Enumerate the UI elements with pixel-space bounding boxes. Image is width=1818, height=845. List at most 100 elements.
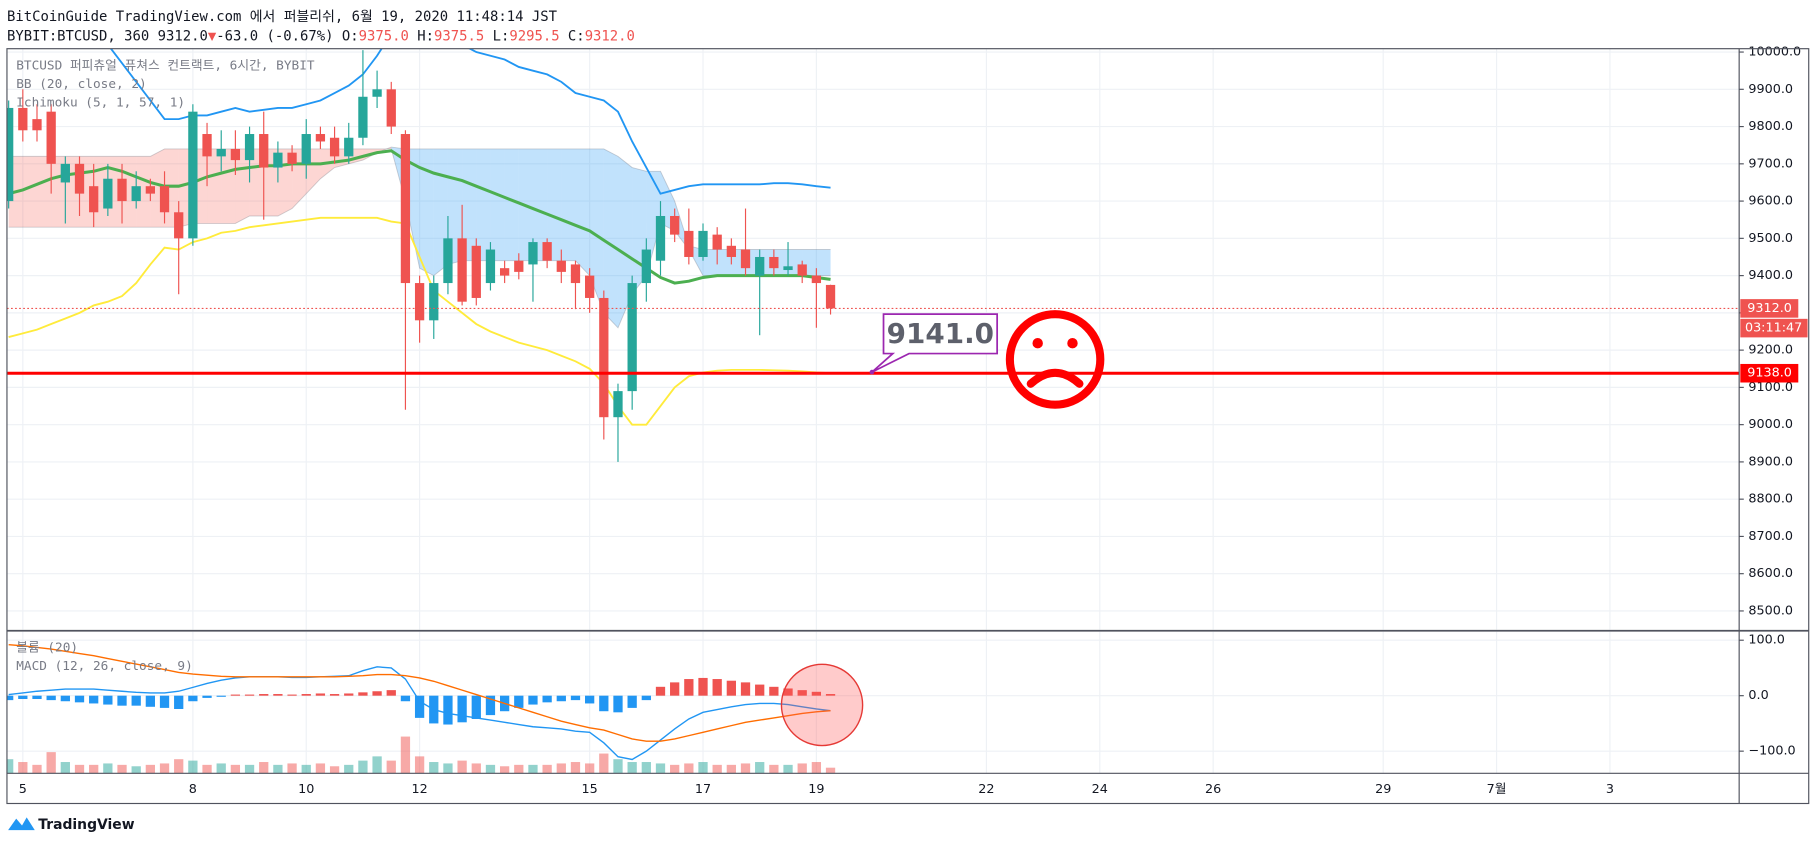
cloud-segment <box>462 148 477 261</box>
histogram-bar <box>485 695 496 716</box>
volume-bar <box>287 763 297 774</box>
histogram-bar <box>755 684 765 696</box>
histogram-bar <box>613 695 623 713</box>
volume-bar <box>613 759 623 774</box>
histogram-bar <box>117 695 127 706</box>
sad-face <box>1005 310 1105 409</box>
x-tick-label: 17 <box>695 782 711 797</box>
quote-part: L: <box>484 29 509 45</box>
countdown-box <box>1740 318 1808 338</box>
candle-body <box>825 284 836 309</box>
candle-body <box>259 134 269 168</box>
candle-body <box>131 186 141 202</box>
y-tick-label: 8700.0 <box>1748 529 1793 544</box>
volume-bar <box>599 753 609 774</box>
band-line <box>8 216 831 426</box>
volume-bar <box>712 764 722 774</box>
candle-body <box>329 137 340 157</box>
histogram-bar <box>60 695 70 702</box>
candle-body <box>698 230 708 257</box>
histogram-bar <box>740 682 751 696</box>
candle-body <box>400 134 411 284</box>
candle-body <box>46 111 56 164</box>
cloud-segment <box>476 148 491 261</box>
histogram-bar <box>655 686 666 696</box>
quote-part: 9295.5 <box>509 29 559 45</box>
histogram-bar <box>712 679 722 696</box>
legend-entry: 볼륨 (20) <box>16 641 78 656</box>
header-quote: BYBIT:BTCUSD, 360 9312.0▼-63.0 (-0.67%) … <box>7 29 635 45</box>
volume-bar <box>60 762 70 774</box>
histogram-bar <box>585 695 595 704</box>
legend-entry: BB (20, close, 2) <box>16 77 147 92</box>
cloud-segment <box>504 148 519 261</box>
volume-bar <box>698 762 708 774</box>
candle-body <box>188 111 198 239</box>
highlight-circle <box>780 663 864 747</box>
volume-bar <box>6 759 14 774</box>
histogram-bar <box>230 694 241 696</box>
histogram-bar <box>783 688 793 696</box>
histogram-bar <box>386 690 396 696</box>
volume-bar <box>570 762 581 774</box>
y-tick-label: 9900.0 <box>1748 82 1793 97</box>
candle-body <box>570 264 581 284</box>
y-tick-label: 9800.0 <box>1748 119 1793 134</box>
volume-bar <box>443 763 453 774</box>
histogram-bar <box>556 695 566 702</box>
cloud-edge <box>8 148 831 329</box>
quote-part: 9375.0 <box>359 29 409 45</box>
histogram-bar <box>273 694 283 696</box>
candle-body <box>499 268 510 276</box>
candle-body <box>797 264 807 276</box>
candle-body <box>202 134 212 157</box>
last-price-box <box>1740 299 1799 318</box>
candle-body <box>528 242 538 265</box>
candle-body <box>443 238 453 284</box>
candle-body <box>712 234 722 250</box>
histogram-bar <box>344 693 354 696</box>
histogram-bar <box>811 691 822 696</box>
price-plot <box>6 48 1740 462</box>
histogram-bar <box>301 694 311 696</box>
volume-bar <box>755 762 765 774</box>
histogram-bar <box>74 695 85 703</box>
x-tick-label: 7월 <box>1487 782 1507 797</box>
hline-box <box>1740 363 1799 383</box>
volume-bar <box>202 764 212 774</box>
histogram-bar <box>698 677 708 696</box>
y-tick-label: 8800.0 <box>1748 492 1793 507</box>
y-tick-label: 9600.0 <box>1748 194 1793 209</box>
candle-body <box>315 134 326 142</box>
candle-body <box>755 256 765 276</box>
histogram-bar <box>414 695 425 718</box>
legend-entry: BTCUSD 퍼피츄얼 퓨쳐스 컨트랙트, 6시간, BYBIT <box>16 59 315 74</box>
cloud-segment <box>816 249 831 276</box>
volume-bar <box>641 762 651 774</box>
candle-body <box>627 283 637 392</box>
volume-bar <box>188 760 198 774</box>
cloud-segment <box>419 148 434 276</box>
cloud-segment <box>36 156 52 228</box>
cloud-segment <box>561 148 576 261</box>
cloud-segment <box>532 148 548 261</box>
volume-bar <box>32 764 42 774</box>
volume-bar <box>244 764 255 774</box>
volume-bar <box>811 762 822 774</box>
candle-body <box>32 119 42 131</box>
volume-bar <box>769 764 779 774</box>
candle-body <box>641 249 651 284</box>
volume-bar <box>131 766 141 774</box>
volume-bar <box>18 762 28 774</box>
candle-body <box>358 96 368 138</box>
volume-bar <box>74 764 85 774</box>
candle-body <box>287 152 297 164</box>
volume-bar <box>499 766 510 774</box>
cloud-segment <box>589 148 604 313</box>
candle-body <box>585 275 595 298</box>
callout-point <box>869 369 875 375</box>
candle-body <box>386 89 396 127</box>
volume-bar <box>145 764 155 774</box>
cloud-segment <box>547 148 562 261</box>
